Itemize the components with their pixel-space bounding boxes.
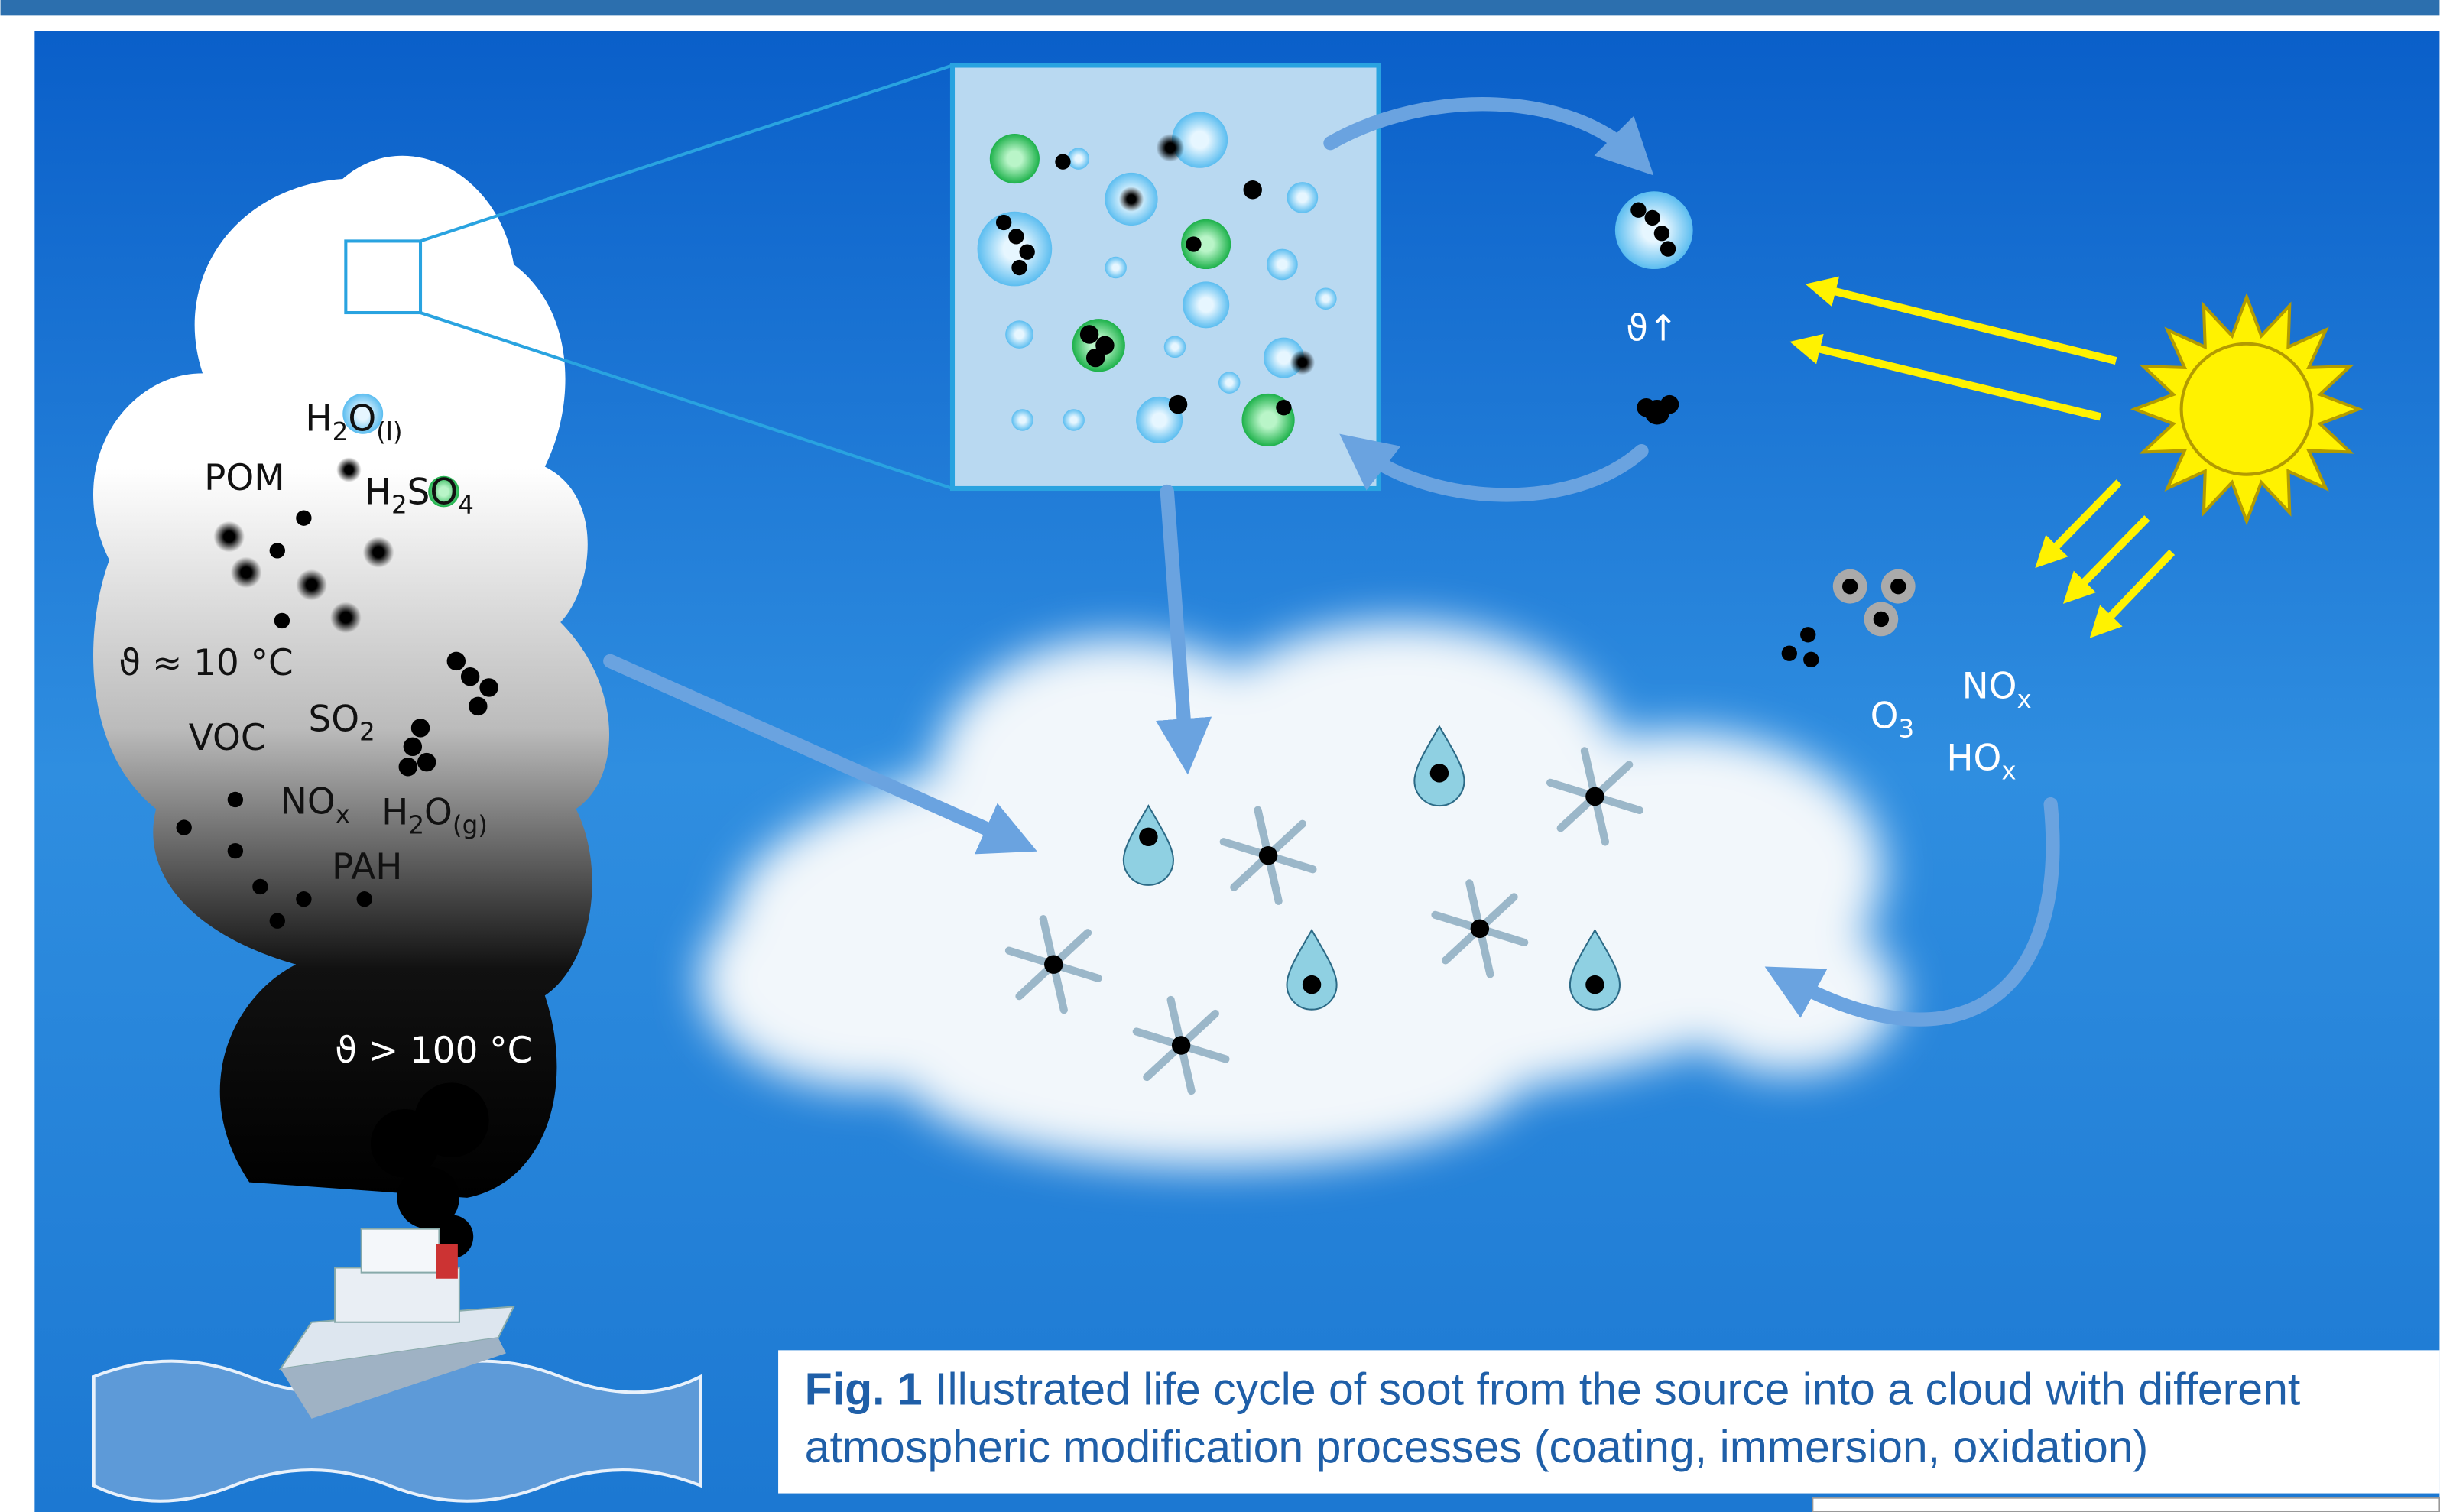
- soot-core: [1172, 1036, 1190, 1054]
- label-part: SO: [309, 699, 360, 740]
- figure: H2O(l) POM H2SO4 ϑ ≈ 10 °C SO2 VOC NOx H…: [0, 0, 2440, 1512]
- label-part: H: [381, 793, 408, 834]
- label-part: 2: [359, 718, 375, 747]
- caption-line: Fig. 1 Illustrated life cycle of soot fr…: [805, 1364, 2301, 1415]
- label: POM: [204, 458, 284, 499]
- label-part: NO: [1962, 667, 2017, 708]
- label-part: ϑ↑: [1626, 309, 1678, 350]
- caption-label: Fig. 1: [805, 1364, 923, 1415]
- label: VOC: [189, 718, 266, 759]
- label-part: 2: [333, 417, 349, 446]
- label-part: O: [348, 399, 376, 440]
- soot-core: [1044, 955, 1063, 973]
- soot-core: [1585, 787, 1604, 806]
- label-part: O: [1871, 696, 1899, 737]
- label-part: NO: [281, 781, 336, 823]
- label-part: SO: [407, 472, 459, 513]
- label-part: 3: [1898, 715, 1914, 744]
- label-part: x: [2001, 757, 2016, 786]
- label: ϑ ≈ 10 °C: [118, 643, 293, 684]
- label-part: POM: [204, 458, 284, 499]
- label-part: H: [365, 472, 391, 513]
- page: H2O(l) POM H2SO4 ϑ ≈ 10 °C SO2 VOC NOx H…: [0, 0, 2440, 1512]
- label-part: HO: [1946, 738, 2001, 779]
- label-part: 2: [408, 811, 424, 840]
- soot-core: [1471, 920, 1489, 938]
- caption-text: atmospheric modification processes (coat…: [805, 1422, 2149, 1472]
- label-part: ϑ > 100 °C: [335, 1030, 532, 1072]
- label-part: ϑ ≈ 10 °C: [118, 643, 293, 684]
- label-part: PAH: [332, 847, 402, 888]
- label: ϑ↑: [1626, 309, 1678, 350]
- label-part: x: [2017, 685, 2032, 714]
- label: ϑ > 100 °C: [335, 1030, 532, 1072]
- corner-box: [1812, 1498, 2439, 1512]
- sun-core: [2182, 344, 2312, 475]
- label-part: 2: [391, 491, 407, 520]
- label-part: O: [424, 793, 453, 834]
- label: PAH: [332, 847, 402, 888]
- label-part: 4: [458, 491, 474, 520]
- label-part: (l): [376, 417, 402, 446]
- label-part: (g): [453, 811, 488, 840]
- soot-core: [1259, 846, 1277, 865]
- caption-text: Illustrated life cycle of soot from the …: [935, 1364, 2300, 1415]
- top-band: [1, 0, 2440, 15]
- label-part: VOC: [189, 718, 266, 759]
- label-part: H: [305, 399, 332, 440]
- label: H2SO4: [365, 472, 474, 519]
- label-part: x: [336, 800, 350, 829]
